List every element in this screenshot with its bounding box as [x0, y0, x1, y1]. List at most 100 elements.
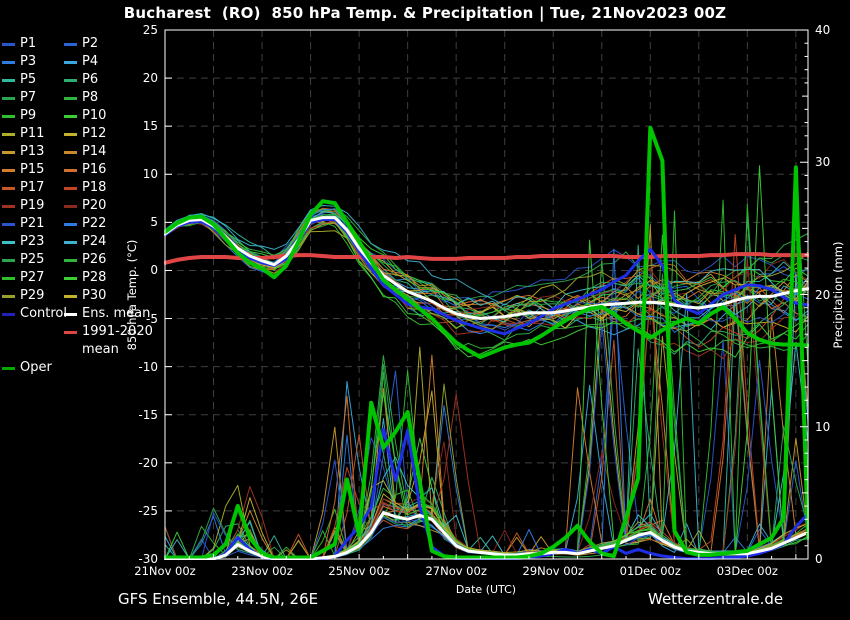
legend-label: P19: [20, 197, 44, 215]
legend-label: P4: [82, 53, 98, 71]
legend-item-p17: P17: [2, 179, 64, 197]
legend-color-swatch: [64, 133, 77, 136]
legend-color-swatch: [2, 151, 15, 154]
legend-label: P5: [20, 71, 36, 89]
legend-color-swatch: [2, 187, 15, 190]
legend-label: P15: [20, 161, 44, 179]
legend-color-swatch: [2, 43, 15, 46]
legend-color-swatch: [2, 61, 15, 64]
legend-color-swatch: [64, 115, 77, 118]
legend-item-p4: P4: [64, 53, 164, 71]
legend-item-p1: P1: [2, 35, 64, 53]
legend-color-swatch: [64, 79, 77, 82]
legend-item-p6: P6: [64, 71, 164, 89]
y-right-tick-label: 0: [815, 552, 850, 566]
legend-item-p9: P9: [2, 107, 64, 125]
legend-label: P9: [20, 107, 36, 125]
legend-label: P18: [82, 179, 106, 197]
legend-item-p14: P14: [64, 143, 164, 161]
legend-color-swatch: [2, 241, 15, 244]
legend-color-swatch: [2, 295, 15, 298]
legend-item-p10: P10: [64, 107, 164, 125]
legend-item-p21: P21: [2, 215, 64, 233]
legend-item-p13: P13: [2, 143, 64, 161]
legend-color-swatch: [64, 331, 77, 334]
legend-label: P10: [82, 107, 106, 125]
legend-item-1991-2020-mean: 1991-2020 mean: [64, 323, 164, 359]
x-tick-label: 03Dec 00z: [705, 564, 789, 578]
legend-item-control: Control: [2, 305, 64, 323]
legend-color-swatch: [2, 277, 15, 280]
x-axis-title: Date (UTC): [426, 583, 546, 596]
meteogram-page: { "title": "Bucharest (RO) 850 hPa Temp.…: [0, 0, 850, 620]
y-right-tick-label: 10: [815, 420, 850, 434]
legend-label: P6: [82, 71, 98, 89]
legend-item-p12: P12: [64, 125, 164, 143]
legend-color-swatch: [64, 313, 77, 316]
legend-label: P20: [82, 197, 106, 215]
legend-item-p30: P30: [64, 287, 164, 305]
legend-label: P17: [20, 179, 44, 197]
legend-label: P8: [82, 89, 98, 107]
legend-label: P12: [82, 125, 106, 143]
legend-label: Ens. mean: [82, 305, 150, 323]
legend-color-swatch: [64, 97, 77, 100]
legend-label: P16: [82, 161, 106, 179]
legend-label: P3: [20, 53, 36, 71]
legend-item-p25: P25: [2, 251, 64, 269]
legend-color-swatch: [2, 313, 15, 316]
legend-label: Oper: [20, 359, 52, 377]
legend-color-swatch: [2, 259, 15, 262]
legend-item-p2: P2: [64, 35, 164, 53]
legend-color-swatch: [2, 223, 15, 226]
legend-item-p26: P26: [64, 251, 164, 269]
legend-label: P11: [20, 125, 44, 143]
legend-item-p8: P8: [64, 89, 164, 107]
y-right-tick-label: 40: [815, 23, 850, 37]
legend-color-swatch: [64, 43, 77, 46]
legend-color-swatch: [2, 169, 15, 172]
legend-label: P7: [20, 89, 36, 107]
legend-item-p27: P27: [2, 269, 64, 287]
legend-label: P22: [82, 215, 106, 233]
legend-item-p11: P11: [2, 125, 64, 143]
legend-color-swatch: [64, 169, 77, 172]
y-right-tick-label: 30: [815, 155, 850, 169]
legend-spacer: [2, 323, 64, 359]
legend-label: P21: [20, 215, 44, 233]
x-tick-label: 25Nov 00z: [317, 564, 401, 578]
legend-color-swatch: [64, 223, 77, 226]
y-left-tick-label: -25: [116, 504, 158, 518]
legend-item-p15: P15: [2, 161, 64, 179]
legend-color-swatch: [64, 187, 77, 190]
legend-label: P27: [20, 269, 44, 287]
legend-label: P25: [20, 251, 44, 269]
legend-item-p28: P28: [64, 269, 164, 287]
footer-model-info: GFS Ensemble, 44.5N, 26E: [118, 590, 318, 608]
y-left-tick-label: -20: [116, 456, 158, 470]
legend-item-p29: P29: [2, 287, 64, 305]
legend-label: P2: [82, 35, 98, 53]
legend-color-swatch: [2, 79, 15, 82]
legend-color-swatch: [64, 61, 77, 64]
legend-item-oper: Oper: [2, 359, 64, 377]
legend-label: P28: [82, 269, 106, 287]
legend-item-p5: P5: [2, 71, 64, 89]
x-tick-label: 27Nov 00z: [414, 564, 498, 578]
x-tick-label: 29Nov 00z: [511, 564, 595, 578]
legend-color-swatch: [64, 259, 77, 262]
legend-label: Control: [20, 305, 67, 323]
legend-color-swatch: [2, 133, 15, 136]
y-left-tick-label: -15: [116, 408, 158, 422]
legend-item-p20: P20: [64, 197, 164, 215]
legend-color-swatch: [64, 205, 77, 208]
legend-label: P14: [82, 143, 106, 161]
legend-item-p23: P23: [2, 233, 64, 251]
legend-color-swatch: [2, 97, 15, 100]
legend-item-p22: P22: [64, 215, 164, 233]
legend-color-swatch: [2, 115, 15, 118]
legend-item-p18: P18: [64, 179, 164, 197]
footer-credit: Wetterzentrale.de: [648, 590, 783, 608]
legend-label: P30: [82, 287, 106, 305]
legend-color-swatch: [64, 151, 77, 154]
